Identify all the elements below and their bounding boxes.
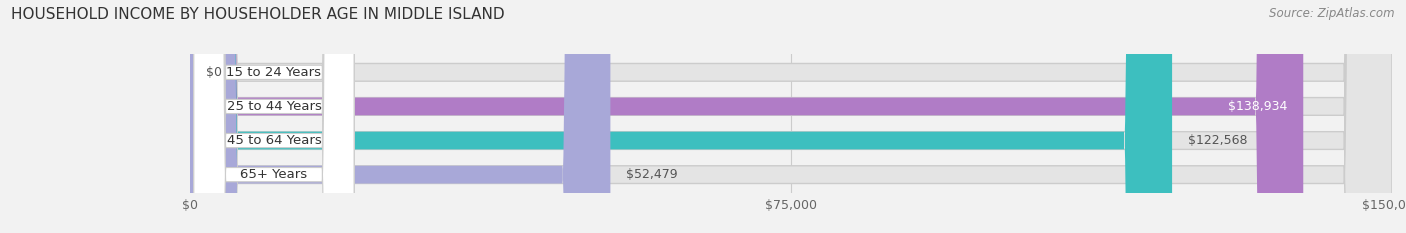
- FancyBboxPatch shape: [190, 0, 1392, 233]
- FancyBboxPatch shape: [190, 0, 1303, 233]
- Text: 45 to 64 Years: 45 to 64 Years: [226, 134, 322, 147]
- FancyBboxPatch shape: [194, 0, 354, 233]
- Text: $122,568: $122,568: [1188, 134, 1247, 147]
- Text: Source: ZipAtlas.com: Source: ZipAtlas.com: [1270, 7, 1395, 20]
- Text: 25 to 44 Years: 25 to 44 Years: [226, 100, 322, 113]
- Text: 65+ Years: 65+ Years: [240, 168, 308, 181]
- FancyBboxPatch shape: [194, 0, 354, 233]
- FancyBboxPatch shape: [194, 0, 354, 233]
- FancyBboxPatch shape: [190, 0, 1392, 233]
- Text: HOUSEHOLD INCOME BY HOUSEHOLDER AGE IN MIDDLE ISLAND: HOUSEHOLD INCOME BY HOUSEHOLDER AGE IN M…: [11, 7, 505, 22]
- FancyBboxPatch shape: [194, 0, 354, 233]
- Text: $138,934: $138,934: [1227, 100, 1288, 113]
- FancyBboxPatch shape: [190, 0, 1173, 233]
- Text: $52,479: $52,479: [627, 168, 678, 181]
- FancyBboxPatch shape: [190, 0, 1392, 233]
- Text: 15 to 24 Years: 15 to 24 Years: [226, 66, 322, 79]
- FancyBboxPatch shape: [190, 0, 1392, 233]
- Text: $0: $0: [205, 66, 222, 79]
- FancyBboxPatch shape: [190, 0, 610, 233]
